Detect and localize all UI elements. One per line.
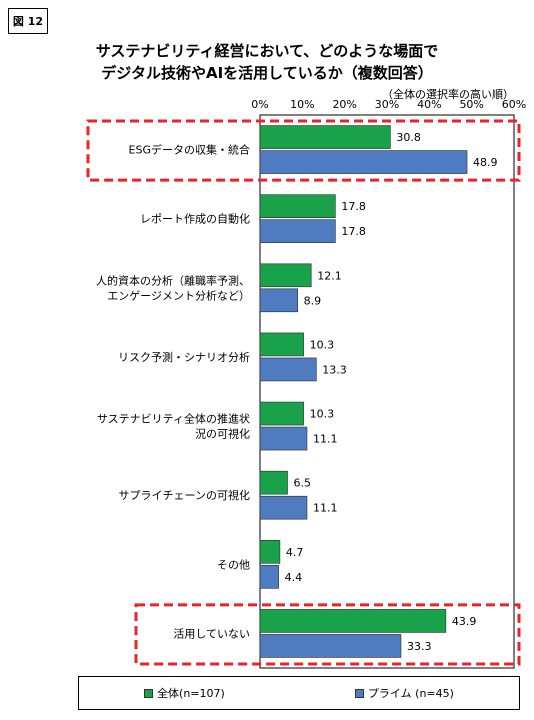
bar-all (259, 125, 391, 149)
legend-label-prime: プライム (n=45) (367, 687, 454, 700)
bar-prime (259, 219, 336, 243)
legend: 全体(n=107) プライム (n=45) (78, 676, 520, 710)
data-label-prime: 11.1 (313, 502, 338, 515)
data-label-all: 10.3 (310, 408, 335, 421)
legend-item-all: 全体(n=107) (144, 685, 225, 701)
x-tick-label: 0% (251, 98, 268, 111)
bar-all (259, 263, 312, 288)
category-label: サステナビリティ全体の推進状 (97, 412, 250, 426)
category-label: ESGデータの収集・統合 (129, 143, 250, 157)
x-tick-label: 20% (332, 98, 356, 111)
highlight-box (134, 603, 521, 666)
category-label: サプライチェーンの可視化 (119, 488, 250, 502)
category-label: リスク予測・シナリオ分析 (118, 350, 250, 364)
data-label-prime: 17.8 (341, 225, 366, 238)
data-label-all: 12.1 (317, 269, 342, 282)
category-label: 況の可視化 (195, 427, 250, 441)
bar-prime (259, 565, 279, 589)
legend-label-all: 全体(n=107) (157, 687, 225, 700)
data-label-prime: 13.3 (322, 363, 347, 376)
legend-item-prime: プライム (n=45) (354, 685, 454, 701)
bar-all (259, 194, 336, 218)
x-tick-label: 10% (290, 98, 314, 111)
data-label-prime: 11.1 (313, 433, 338, 446)
category-label: レポート作成の自動化 (140, 212, 250, 226)
data-label-prime: 8.9 (304, 294, 322, 307)
data-label-all: 17.8 (341, 200, 366, 213)
category-label: 人的資本の分析（離職率予測、 (96, 273, 250, 287)
bar-prime (259, 426, 308, 451)
legend-swatch-all (144, 688, 154, 698)
x-tick-label: 60% (502, 98, 526, 111)
bar-prime (259, 288, 298, 313)
chart-title-line2: デジタル技術やAIを活用しているか（複数回答） (101, 64, 433, 82)
bar-all (259, 540, 281, 564)
data-label-all: 30.8 (396, 131, 421, 144)
bar-prime (259, 495, 308, 520)
x-tick-label: 50% (459, 98, 483, 111)
plot-frame (259, 114, 515, 669)
bar-all (259, 609, 447, 633)
data-label-all: 10.3 (310, 338, 335, 351)
bar-prime (259, 150, 468, 174)
data-label-prime: 4.4 (285, 571, 303, 584)
figure-label: 図 12 (8, 8, 48, 34)
chart-title-line1: サステナビリティ経営において、どのような場面で (95, 42, 439, 60)
bar-all (259, 401, 304, 426)
category-label: その他 (217, 558, 250, 571)
category-label: 活用していない (173, 627, 250, 640)
data-label-all: 43.9 (452, 615, 477, 628)
bar-all (259, 470, 288, 495)
bar-prime (259, 634, 402, 658)
sort-note: （全体の選択率の高い順） (382, 88, 514, 101)
x-tick-label: 40% (417, 98, 441, 111)
data-label-all: 6.5 (294, 477, 312, 490)
bar-prime (259, 357, 317, 382)
highlight-box (86, 119, 521, 182)
data-label-prime: 33.3 (407, 640, 432, 653)
data-label-prime: 48.9 (473, 156, 498, 169)
data-label-all: 4.7 (286, 546, 304, 559)
legend-swatch-prime (354, 688, 364, 698)
bar-all (259, 332, 304, 357)
category-label: エンゲージメント分析など） (107, 288, 250, 302)
x-tick-label: 30% (375, 98, 399, 111)
